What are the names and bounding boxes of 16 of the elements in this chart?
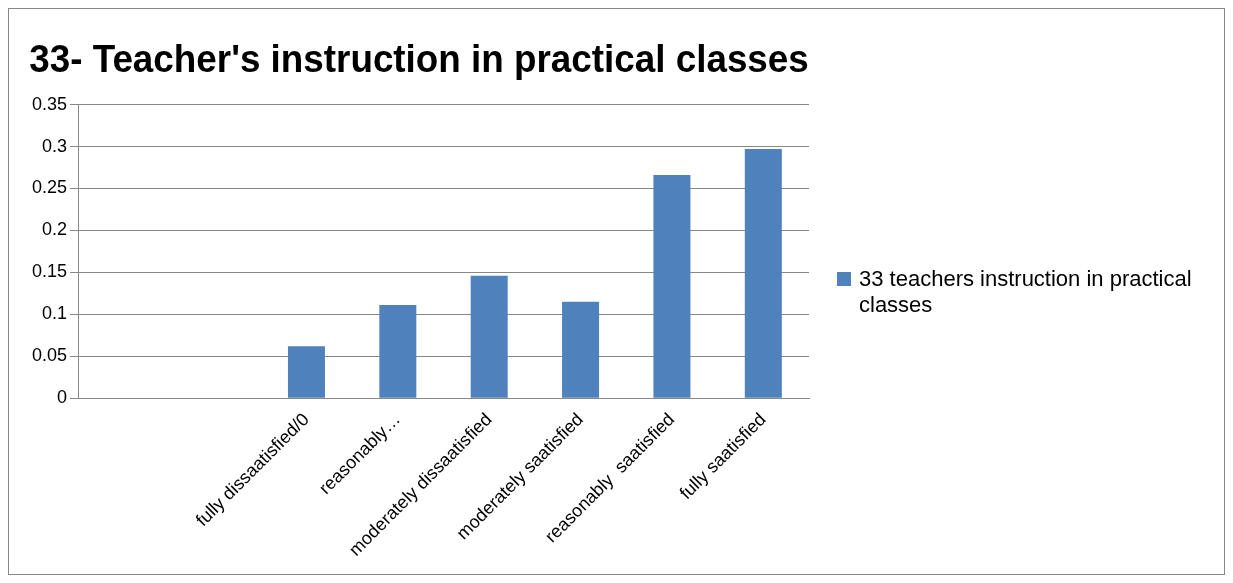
- bar: [379, 305, 417, 398]
- y-tick-label: 0.35: [31, 93, 68, 114]
- chart-title: 33- Teacher's instruction in practical classes: [29, 37, 809, 81]
- y-tick-label: 0.15: [31, 261, 68, 282]
- bar: [653, 175, 691, 398]
- legend-label: 33 teachers instruction in practical classes: [859, 265, 1193, 318]
- bar: [287, 346, 325, 398]
- bar: [744, 149, 782, 398]
- y-tick-label: 0.3: [42, 135, 68, 156]
- y-tick-label: 0.1: [42, 303, 68, 324]
- y-tick-label: 0.25: [31, 177, 68, 198]
- bar: [562, 301, 600, 398]
- y-tick-label: 0.05: [31, 345, 68, 366]
- y-tick-label: 0.2: [42, 219, 68, 240]
- bar: [470, 275, 508, 398]
- y-tick-label: 0: [57, 387, 68, 408]
